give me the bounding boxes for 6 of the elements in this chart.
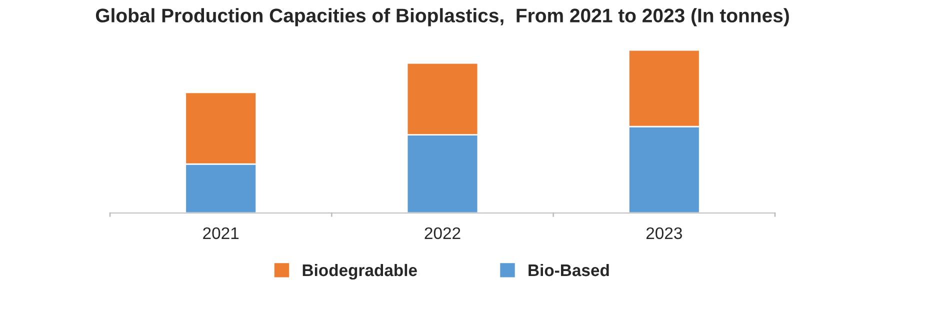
chart-title: Global Production Capacities of Bioplastics, From 2021 to 2023 (In tonnes) [96, 8, 789, 26]
x-tick-label: 2021 [203, 227, 239, 240]
x-tick-label: 2022 [424, 227, 460, 240]
x-tick-label: 2023 [646, 227, 682, 240]
legend-label: Bio-Based [528, 264, 609, 276]
legend-label: Biodegradable [302, 264, 417, 280]
